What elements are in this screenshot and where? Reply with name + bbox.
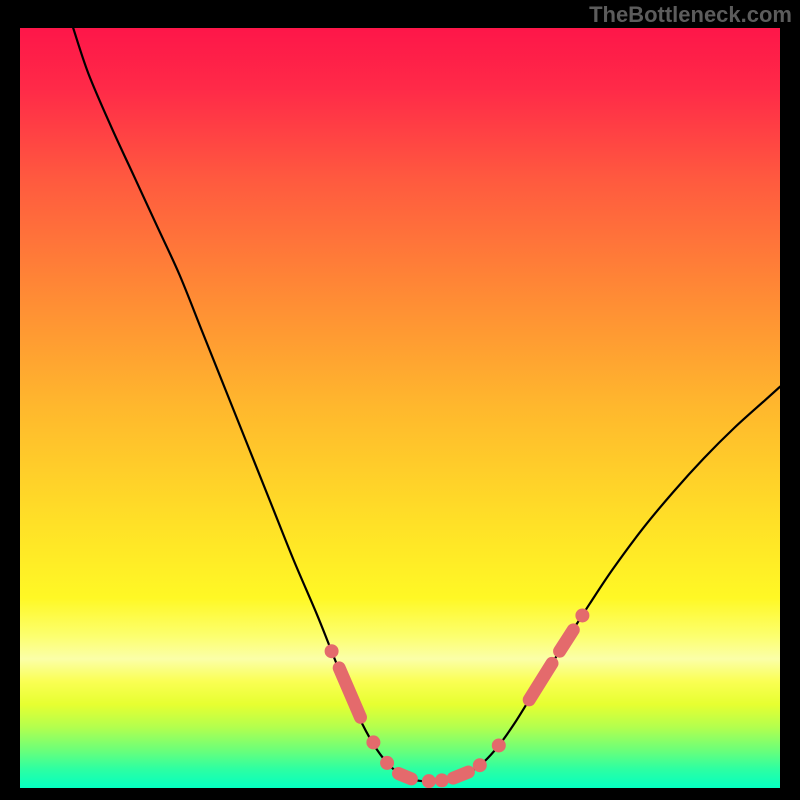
marker-dot <box>325 645 338 658</box>
marker-dot <box>473 759 486 772</box>
chart-svg <box>0 0 800 800</box>
marker-dot <box>367 736 380 749</box>
plot-background <box>20 28 780 788</box>
marker-capsule <box>453 772 468 778</box>
marker-dot <box>381 756 394 769</box>
marker-capsule <box>398 774 411 779</box>
marker-dot <box>492 739 505 752</box>
marker-dot <box>422 775 435 788</box>
marker-dot <box>576 609 589 622</box>
marker-dot <box>435 774 448 787</box>
watermark-text: TheBottleneck.com <box>589 2 792 28</box>
